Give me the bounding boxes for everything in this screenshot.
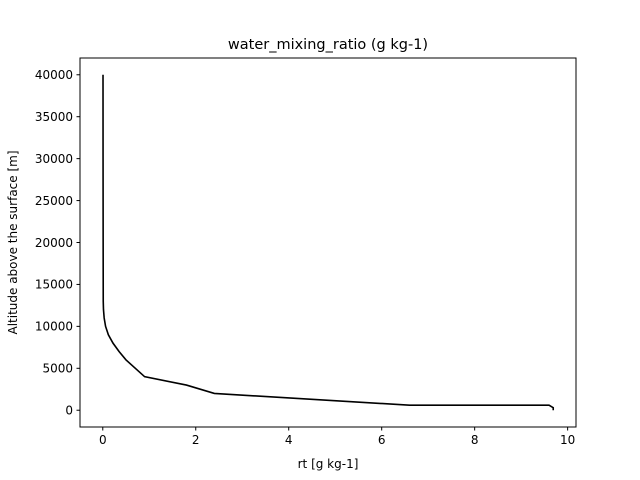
series-line [102, 74, 555, 411]
y-tick-label: 25000 [35, 194, 73, 208]
y-tick-label: 5000 [42, 362, 73, 376]
x-tick-label: 8 [471, 433, 479, 447]
x-axis: 0 2 4 6 8 10 [99, 427, 575, 447]
x-axis-label: rt [g kg-1] [298, 457, 359, 471]
x-tick-label: 10 [560, 433, 575, 447]
chart-title: water_mixing_ratio (g kg-1) [228, 37, 428, 53]
x-tick-label: 0 [99, 433, 107, 447]
y-tick-label: 30000 [35, 152, 73, 166]
y-axis-label: Altitude above the surface [m] [6, 150, 20, 334]
x-tick-label: 4 [285, 433, 293, 447]
y-tick-label: 0 [65, 404, 73, 418]
y-tick-label: 10000 [35, 320, 73, 334]
plot-frame [79, 57, 577, 428]
y-tick-label: 20000 [35, 236, 73, 250]
x-tick-label: 2 [192, 433, 200, 447]
y-axis: 0 5000 10000 15000 20000 25000 30000 35000 40000 [35, 68, 80, 418]
x-tick-label: 6 [378, 433, 386, 447]
y-tick-label: 15000 [35, 278, 73, 292]
y-tick-label: 35000 [35, 110, 73, 124]
y-tick-label: 40000 [35, 68, 73, 82]
